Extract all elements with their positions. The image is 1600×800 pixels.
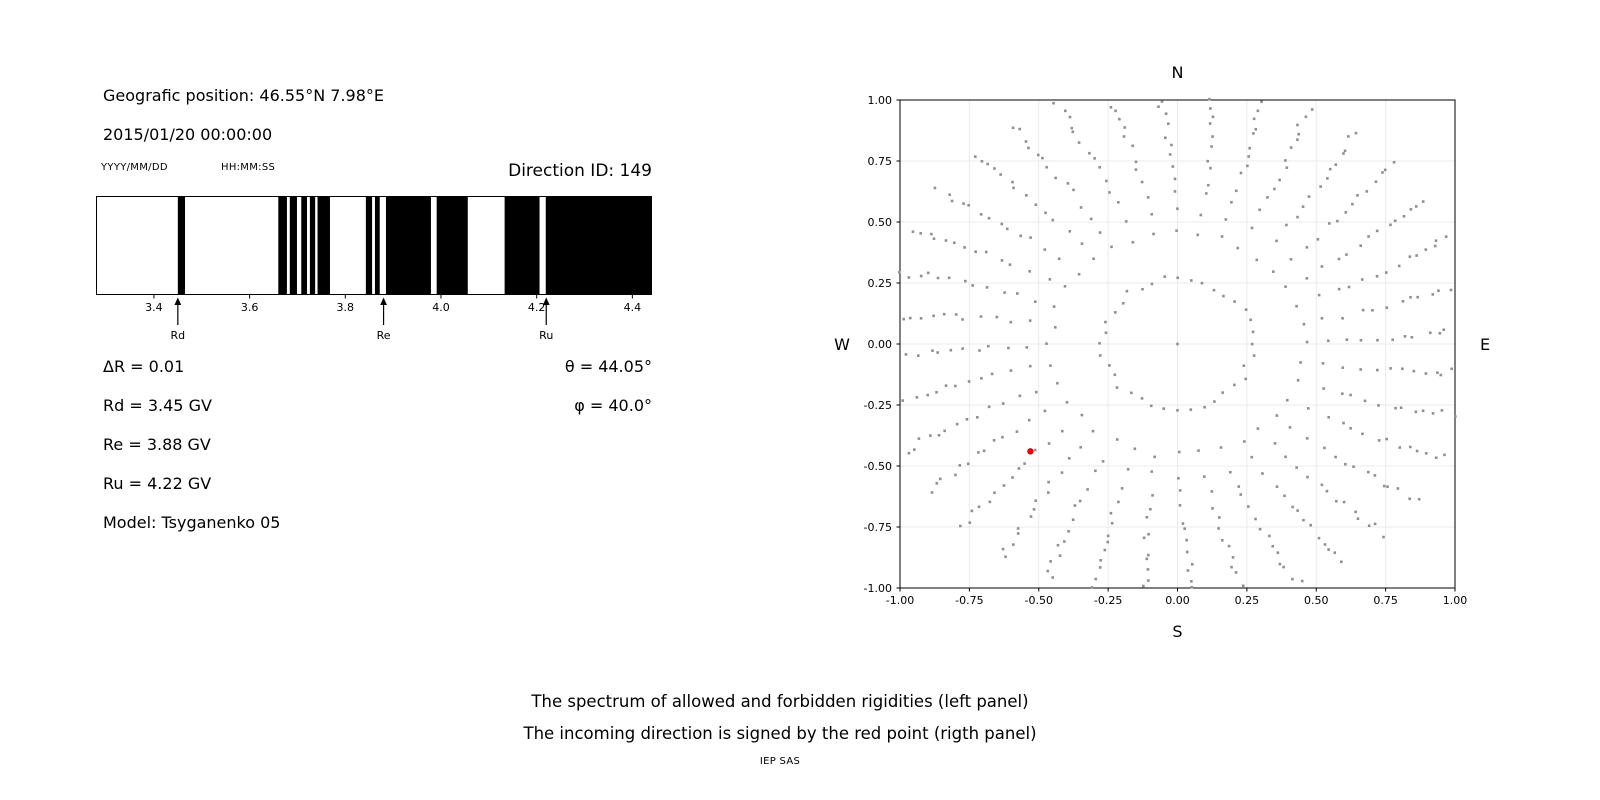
svg-text:-1.00: -1.00 [886,594,914,607]
svg-text:0.25: 0.25 [1235,594,1260,607]
caption-line1: The spectrum of allowed and forbidden ri… [531,692,1029,711]
svg-text:-0.75: -0.75 [955,594,983,607]
date-format-hint: YYYY/MM/DD [101,162,168,173]
direction-id-label: Direction ID: 149 [508,161,652,181]
rd-label: Rd = 3.45 GV [103,396,212,415]
svg-text:0.75: 0.75 [1373,594,1398,607]
svg-text:3.6: 3.6 [241,301,259,314]
re-label: Re = 3.88 GV [103,435,211,454]
svg-text:0.00: 0.00 [868,338,893,351]
ru-label: Ru = 4.22 GV [103,474,212,493]
svg-text:0.75: 0.75 [868,155,893,168]
incoming-direction-red-point [1027,448,1034,455]
caption-line2: The incoming direction is signed by the … [523,724,1037,743]
model-label: Model: Tsyganenko 05 [103,513,281,532]
compass-north-label: N [1172,63,1184,82]
svg-text:0.50: 0.50 [868,216,893,229]
svg-text:-0.25: -0.25 [864,399,892,412]
datetime-label: 2015/01/20 00:00:00 [103,125,273,144]
time-format-hint: HH:MM:SS [221,162,276,173]
svg-text:4.0: 4.0 [432,301,450,314]
svg-text:3.8: 3.8 [337,301,355,314]
svg-text:1.00: 1.00 [868,94,893,107]
svg-text:-0.50: -0.50 [1025,594,1053,607]
svg-text:4.4: 4.4 [624,301,642,314]
delta-r-label: ΔR = 0.01 [103,357,185,376]
compass-south-label: S [1172,622,1182,641]
svg-text:-0.50: -0.50 [864,460,892,473]
svg-text:-0.25: -0.25 [1094,594,1122,607]
svg-text:Rd: Rd [171,329,186,342]
compass-west-label: W [834,335,850,354]
rigidity-spectrum-chart: 3.4 3.6 3.8 4.0 4.2 4.4 Rd Re Ru [96,196,652,342]
theta-label: θ = 44.05° [564,357,652,376]
svg-text:0.50: 0.50 [1304,594,1329,607]
svg-text:0.00: 0.00 [1165,594,1190,607]
geo-position-label: Geografic position: 46.55°N 7.98°E [103,86,384,105]
svg-text:0.25: 0.25 [868,277,893,290]
svg-text:Ru: Ru [539,329,553,342]
svg-text:4.2: 4.2 [528,301,546,314]
phi-label: φ = 40.0° [574,396,652,415]
incoming-direction-chart: -1.00 -0.75 -0.50 -0.25 0.00 0.25 0.50 0.75 1.00… [834,63,1490,641]
svg-text:1.00: 1.00 [1443,594,1468,607]
figure-caption: The spectrum of allowed and forbidden ri… [20,686,1540,750]
svg-text:3.4: 3.4 [145,301,163,314]
compass-east-label: E [1480,335,1490,354]
credit-label: IEP SAS [759,756,801,767]
svg-text:-1.00: -1.00 [864,582,892,595]
svg-text:Re: Re [377,329,391,342]
svg-text:-0.75: -0.75 [864,521,892,534]
